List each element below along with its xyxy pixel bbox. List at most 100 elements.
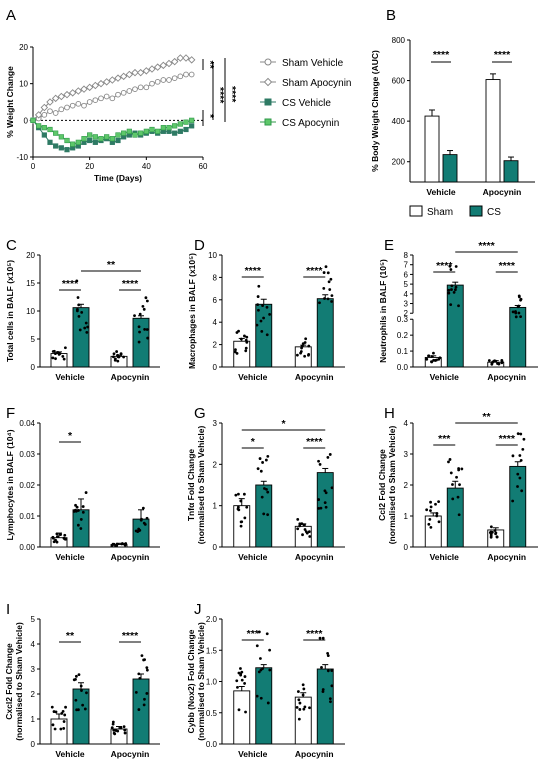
sig-label-j: *** bbox=[247, 628, 260, 640]
data-point bbox=[53, 143, 59, 149]
ytick-label-e: 2 bbox=[404, 309, 409, 318]
legend-marker-a bbox=[264, 58, 272, 66]
data-point-f bbox=[63, 533, 67, 537]
data-point-f bbox=[134, 529, 138, 533]
sig-label-c: **** bbox=[122, 278, 139, 290]
data-point-j bbox=[259, 668, 263, 672]
data-point-j bbox=[330, 669, 334, 673]
ytick-label-e: 0.0 bbox=[397, 363, 409, 372]
y-axis-label-sub-j: (normalised to Sham Vehicle) bbox=[196, 622, 206, 741]
data-point-e bbox=[449, 303, 453, 307]
bar-f bbox=[132, 518, 150, 548]
data-point-h bbox=[437, 500, 441, 504]
data-point-g bbox=[239, 524, 243, 528]
data-point-e bbox=[449, 268, 453, 271]
data-point-f bbox=[76, 523, 80, 527]
data-point bbox=[115, 132, 121, 138]
bar-e bbox=[446, 284, 464, 368]
y-axis-label-b: % Body Weight Change (AUC) bbox=[370, 50, 380, 172]
data-point-d bbox=[244, 346, 248, 350]
data-point-j bbox=[326, 651, 330, 655]
y-axis-label-i: Cxcl2 Fold Change bbox=[4, 643, 14, 720]
data-point-e bbox=[448, 264, 452, 268]
ytick-label-c: 15 bbox=[26, 279, 35, 288]
data-point-h bbox=[449, 471, 453, 475]
data-point-c bbox=[115, 350, 119, 353]
data-point-e bbox=[517, 294, 521, 298]
data-point-i bbox=[111, 720, 115, 724]
data-point-g bbox=[262, 512, 266, 516]
data-point-g bbox=[308, 535, 312, 538]
data-point bbox=[115, 137, 121, 144]
data-point-g bbox=[237, 508, 241, 512]
category-label-f: Apocynin bbox=[111, 552, 150, 562]
data-point-e bbox=[497, 362, 501, 366]
data-point bbox=[125, 70, 134, 79]
data-point-c bbox=[85, 330, 89, 334]
category-label-i: Vehicle bbox=[55, 749, 85, 759]
data-point-h bbox=[488, 531, 492, 535]
panel-letter-a: A bbox=[6, 7, 16, 24]
ytick-label-i: 2 bbox=[31, 690, 36, 699]
data-point-d bbox=[299, 351, 302, 355]
data-point-f bbox=[79, 518, 83, 521]
data-point-g bbox=[258, 457, 262, 460]
data-point-c bbox=[137, 340, 141, 344]
y-axis-label-c: Total cells in BALF (x10⁵) bbox=[5, 260, 15, 362]
data-point-j bbox=[330, 684, 334, 688]
sig-label-a: * bbox=[204, 114, 216, 119]
sig-label-c: **** bbox=[62, 278, 79, 290]
bar-b bbox=[442, 154, 458, 183]
data-point bbox=[149, 126, 155, 133]
xtick-label-a: 60 bbox=[199, 162, 208, 171]
data-point-d bbox=[244, 338, 248, 342]
category-label-e: Apocynin bbox=[487, 372, 526, 382]
data-point-c bbox=[53, 352, 57, 355]
data-point-h bbox=[437, 520, 441, 524]
ytick-label-h: 2 bbox=[404, 481, 409, 490]
ytick-label-f: 0.04 bbox=[19, 419, 35, 428]
data-point-e bbox=[517, 311, 521, 315]
data-point-j bbox=[295, 705, 299, 709]
data-point-j bbox=[297, 717, 301, 721]
data-point-h bbox=[489, 535, 493, 539]
data-point-c bbox=[61, 355, 65, 358]
data-point-e bbox=[452, 291, 456, 294]
data-point bbox=[91, 81, 100, 90]
data-point-g bbox=[296, 517, 300, 521]
data-point-d bbox=[235, 331, 239, 334]
data-point-e bbox=[454, 285, 458, 289]
data-point-d bbox=[233, 350, 237, 354]
data-point-h bbox=[457, 513, 461, 517]
data-point bbox=[40, 103, 49, 112]
panel-letter-j: J bbox=[194, 601, 202, 618]
category-label-h: Apocynin bbox=[487, 552, 526, 562]
data-point bbox=[154, 78, 161, 85]
y-axis-label-f: Lymphocytes in BALF (10⁴) bbox=[5, 429, 15, 540]
data-point-j bbox=[243, 682, 246, 685]
data-point-g bbox=[317, 498, 321, 501]
data-point-j bbox=[308, 706, 311, 710]
data-point bbox=[170, 57, 179, 66]
legend-label-a: CS Vehicle bbox=[282, 98, 331, 109]
sig-label-i: ** bbox=[66, 630, 75, 642]
ytick-label-c: 10 bbox=[26, 307, 35, 316]
data-point bbox=[64, 137, 70, 144]
data-point-c bbox=[133, 314, 136, 318]
data-point bbox=[155, 128, 161, 134]
data-point-f bbox=[64, 537, 67, 541]
data-point-i bbox=[123, 731, 127, 735]
data-point-d bbox=[243, 334, 246, 338]
data-point-h bbox=[435, 514, 439, 518]
ytick-label-e: 3 bbox=[404, 300, 409, 309]
data-point-f bbox=[139, 518, 143, 522]
panel-letter-b: B bbox=[386, 7, 396, 24]
data-point-i bbox=[143, 697, 146, 701]
bar-e bbox=[509, 306, 527, 368]
data-point bbox=[136, 68, 145, 77]
sig-label-a: **** bbox=[214, 87, 226, 104]
data-point-c bbox=[84, 321, 88, 325]
data-point bbox=[81, 102, 87, 109]
data-point-h bbox=[458, 483, 461, 487]
data-point bbox=[47, 108, 53, 115]
